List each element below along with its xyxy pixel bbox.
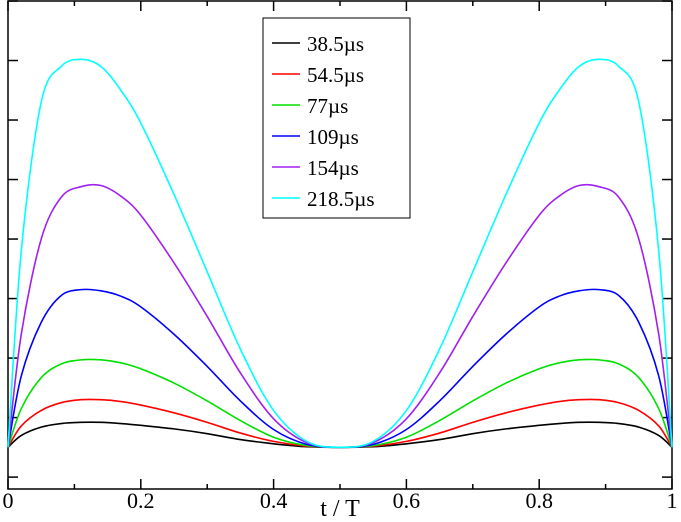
legend-label-2: 77µs (307, 94, 348, 118)
x-tick-label: 0.8 (525, 488, 553, 513)
series-lines (7, 58, 673, 449)
legend-label-5: 218.5µs (307, 187, 375, 211)
legend-label-1: 54.5µs (307, 63, 364, 87)
series-line-5 (7, 58, 673, 449)
legend-label-3: 109µs (307, 125, 359, 149)
legend-label-0: 38.5µs (307, 32, 364, 56)
x-tick-label: 0.6 (393, 488, 421, 513)
legend-label-4: 154µs (307, 156, 359, 180)
series-line-0 (7, 421, 673, 449)
x-tick-label: 0.4 (260, 488, 288, 513)
x-tick-label: 0 (3, 488, 14, 513)
series-line-3 (7, 288, 673, 449)
series-line-4 (7, 183, 673, 449)
legend-box (262, 17, 411, 219)
x-tick-labels: 0 0.2 0.4 0.6 0.8 1 (3, 488, 678, 513)
axis-ticks (7, 0, 673, 489)
series-line-2 (7, 358, 673, 449)
x-axis-title: t / T (320, 496, 360, 522)
x-tick-label: 1 (667, 488, 678, 513)
legend: 38.5µs 54.5µs 77µs 109µs 154µs 218.5µs (262, 17, 411, 219)
x-tick-label: 0.2 (127, 488, 155, 513)
